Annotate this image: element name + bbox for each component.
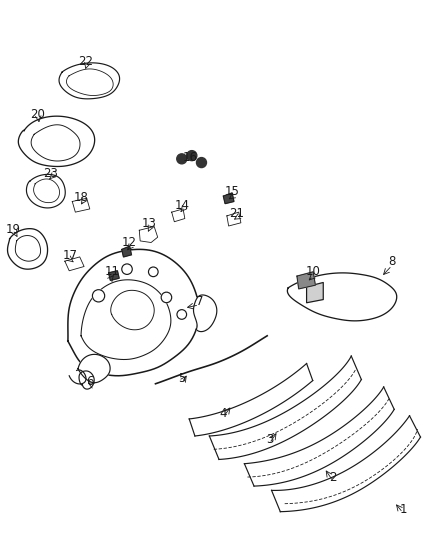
Text: 4: 4 <box>219 407 227 419</box>
Circle shape <box>197 158 206 167</box>
Circle shape <box>177 154 187 164</box>
Text: 13: 13 <box>141 217 156 230</box>
Polygon shape <box>81 280 171 359</box>
Text: 5: 5 <box>178 372 185 385</box>
Text: 7: 7 <box>195 295 203 308</box>
Polygon shape <box>194 295 217 332</box>
Polygon shape <box>34 179 60 203</box>
Polygon shape <box>122 246 131 257</box>
Circle shape <box>187 151 197 160</box>
Text: 18: 18 <box>74 191 88 204</box>
Text: 19: 19 <box>6 223 21 236</box>
Circle shape <box>177 310 187 319</box>
Text: 11: 11 <box>104 265 119 278</box>
Text: 20: 20 <box>30 108 45 121</box>
Text: 12: 12 <box>122 236 137 249</box>
Polygon shape <box>172 209 185 222</box>
Polygon shape <box>7 229 48 269</box>
Text: 21: 21 <box>229 207 244 220</box>
Polygon shape <box>65 257 84 271</box>
Text: 14: 14 <box>174 199 189 212</box>
Circle shape <box>161 292 172 303</box>
Polygon shape <box>59 63 120 99</box>
Polygon shape <box>78 354 110 383</box>
Polygon shape <box>307 282 323 303</box>
Text: 23: 23 <box>43 167 58 180</box>
Polygon shape <box>209 356 361 459</box>
Circle shape <box>148 267 158 277</box>
Text: 1: 1 <box>399 503 407 515</box>
Polygon shape <box>297 272 315 289</box>
Polygon shape <box>272 416 420 512</box>
Polygon shape <box>26 174 65 208</box>
Text: 3: 3 <box>266 433 273 446</box>
Polygon shape <box>111 290 154 330</box>
Polygon shape <box>67 69 113 95</box>
Text: 22: 22 <box>78 55 93 68</box>
Text: 17: 17 <box>63 249 78 262</box>
Text: 8: 8 <box>389 255 396 268</box>
Circle shape <box>92 289 105 302</box>
Text: 2: 2 <box>329 471 337 483</box>
Text: 6: 6 <box>86 375 94 387</box>
Polygon shape <box>79 371 94 389</box>
Polygon shape <box>72 198 90 212</box>
Polygon shape <box>287 273 397 321</box>
Polygon shape <box>227 212 241 226</box>
Polygon shape <box>31 125 80 161</box>
Polygon shape <box>244 387 394 486</box>
Polygon shape <box>18 116 95 166</box>
Polygon shape <box>223 193 234 204</box>
Text: 16: 16 <box>183 151 198 164</box>
Text: 10: 10 <box>306 265 321 278</box>
Polygon shape <box>15 236 41 261</box>
Text: 15: 15 <box>225 185 240 198</box>
Polygon shape <box>189 364 313 436</box>
Polygon shape <box>139 227 158 243</box>
Polygon shape <box>68 249 199 376</box>
Polygon shape <box>109 271 119 280</box>
Circle shape <box>122 264 132 274</box>
